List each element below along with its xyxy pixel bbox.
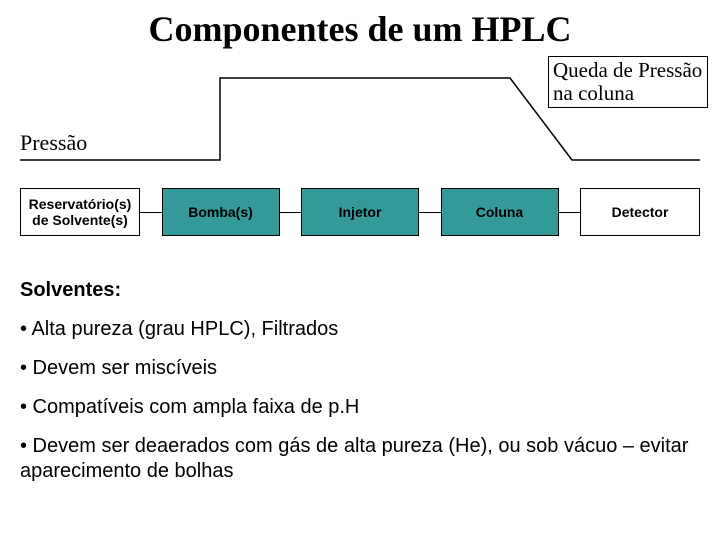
connector-line (559, 212, 581, 213)
connector-line (419, 212, 441, 213)
connector (280, 188, 302, 236)
connector (419, 188, 441, 236)
component-column: Coluna (441, 188, 559, 236)
pressure-drop-annotation: Queda de Pressão na coluna (548, 56, 708, 108)
solvent-bullet: • Devem ser miscíveis (20, 356, 700, 381)
connector (140, 188, 162, 236)
solvent-bullet: • Devem ser deaerados com gás de alta pu… (20, 434, 700, 484)
component-injector: Injetor (301, 188, 419, 236)
component-reservoir: Reservatório(s) de Solvente(s) (20, 188, 140, 236)
connector (559, 188, 581, 236)
solvent-bullet: • Compatíveis com ampla faixa de p.H (20, 395, 700, 420)
component-detector: Detector (580, 188, 700, 236)
solvents-heading: Solventes: (20, 278, 700, 303)
component-pump: Bomba(s) (162, 188, 280, 236)
solvent-bullet: • Alta pureza (grau HPLC), Filtrados (20, 317, 700, 342)
connector-line (280, 212, 302, 213)
solvents-section: Solventes: • Alta pureza (grau HPLC), Fi… (20, 278, 700, 498)
page-title: Componentes de um HPLC (0, 8, 720, 50)
components-row: Reservatório(s) de Solvente(s) Bomba(s) … (20, 188, 700, 236)
connector-line (140, 212, 162, 213)
